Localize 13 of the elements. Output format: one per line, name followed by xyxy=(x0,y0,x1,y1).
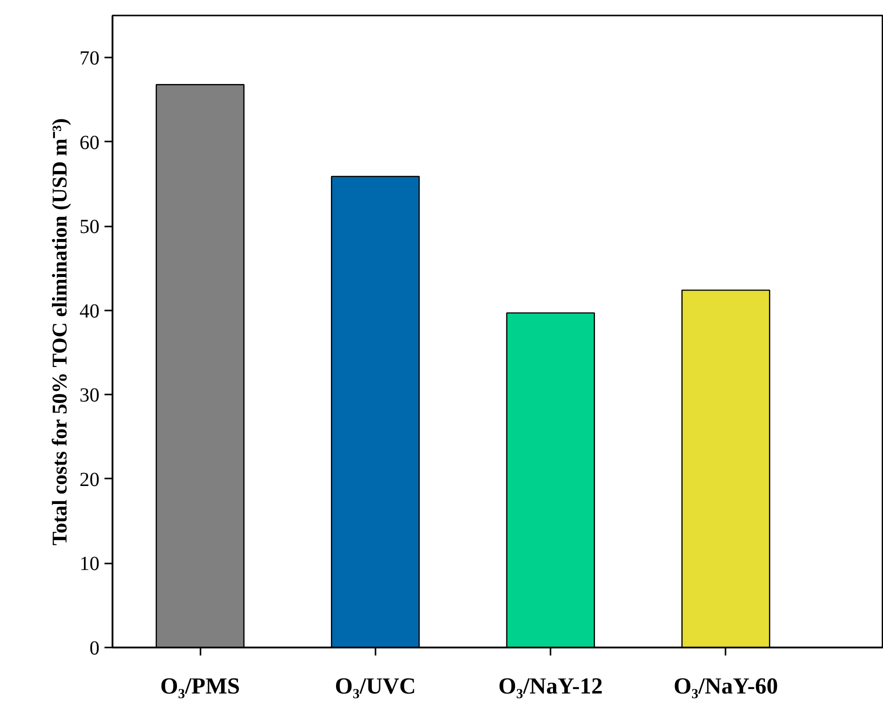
y-tick-label: 0 xyxy=(90,638,100,660)
y-tick-label: 50 xyxy=(80,216,100,238)
y-axis-title: Total costs for 50% TOC elimination (USD m⁻³) xyxy=(48,118,72,546)
y-tick-label: 30 xyxy=(80,384,100,407)
x-tick-label: O₃/NaY-12 xyxy=(498,674,603,698)
x-tick-label: O₃/NaY-60 xyxy=(674,674,778,698)
x-tick-label: O₃/PMS xyxy=(160,674,240,698)
y-tick-label: 20 xyxy=(80,468,100,491)
y-tick-label: 60 xyxy=(80,132,100,154)
y-tick-label: 10 xyxy=(80,553,100,576)
y-tick-label: 40 xyxy=(80,300,100,322)
y-tick-label: 70 xyxy=(80,48,100,70)
x-tick-label: O₃/UVC xyxy=(334,674,416,698)
